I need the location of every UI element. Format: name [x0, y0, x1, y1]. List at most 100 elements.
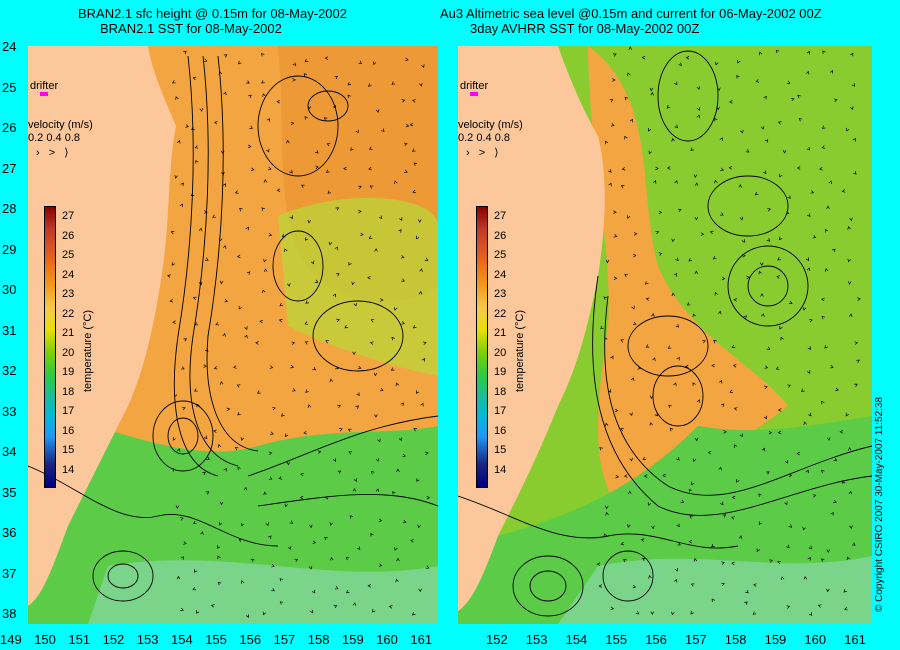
- velocity-arrow: [674, 567, 678, 572]
- velocity-arrow: [192, 76, 197, 81]
- y-axis-label: 37: [2, 565, 17, 581]
- velocity-arrow: [689, 515, 693, 519]
- velocity-arrow: [391, 81, 396, 85]
- velocity-arrow: [348, 451, 352, 455]
- velocity-arrow: [843, 589, 848, 593]
- left-map-panel: [28, 46, 438, 624]
- velocity-arrow: [234, 190, 239, 194]
- velocity-arrow: [677, 208, 682, 212]
- y-axis-label: 30: [2, 282, 17, 297]
- velocity-arrow: [284, 248, 288, 253]
- velocity-arrow: [857, 297, 861, 301]
- velocity-arrow: [276, 188, 281, 192]
- velocity-arrow: [239, 207, 243, 212]
- velocity-arrow: [245, 614, 250, 618]
- velocity-arrow: [847, 226, 851, 230]
- velocity-arrow: [635, 611, 640, 615]
- velocity-arrow: [598, 584, 603, 588]
- velocity-arrow: [817, 604, 822, 608]
- velocity-arrow: [737, 59, 741, 64]
- velocity-arrow: [621, 167, 626, 171]
- velocity-arrow: [803, 575, 808, 580]
- velocity-arrow: [375, 488, 380, 493]
- colorbar-tick: 16: [494, 424, 507, 437]
- y-axis-label: 24: [2, 39, 17, 54]
- velocity-arrow: [249, 125, 254, 129]
- velocity-arrow: [345, 556, 350, 561]
- velocity-arrow: [199, 108, 203, 112]
- velocity-arrow: [733, 298, 737, 302]
- velocity-arrow: [677, 542, 681, 546]
- velocity-arrow: [642, 557, 646, 562]
- left-colorbar-title: temperature (°C): [82, 309, 94, 392]
- velocity-arrow: [405, 57, 409, 62]
- velocity-arrow: [265, 522, 269, 527]
- velocity-arrow: [711, 363, 715, 368]
- velocity-arrow: [651, 525, 655, 530]
- velocity-arrow: [213, 366, 218, 370]
- velocity-arrow: [850, 52, 854, 57]
- velocity-arrow: [402, 453, 407, 458]
- velocity-arrow: [347, 94, 351, 99]
- velocity-arrow: [628, 490, 632, 495]
- velocity-arrow: [641, 55, 646, 60]
- velocity-arrow: [718, 466, 722, 471]
- velocity-arrow: [761, 447, 766, 452]
- velocity-arrow: [250, 167, 255, 171]
- velocity-arrow: [174, 175, 178, 179]
- velocity-arrow: [246, 271, 251, 275]
- velocity-arrow: [674, 180, 678, 184]
- velocity-arrow: [355, 405, 359, 409]
- velocity-arrow: [786, 544, 790, 549]
- velocity-arrow: [198, 227, 203, 232]
- velocity-arrow: [613, 234, 618, 238]
- velocity-arrow: [419, 82, 423, 87]
- x-axis-label-left: 149: [0, 632, 22, 647]
- velocity-arrow: [324, 537, 328, 541]
- velocity-arrow: [304, 341, 309, 345]
- velocity-arrow: [852, 542, 856, 546]
- velocity-arrow: [711, 598, 715, 603]
- velocity-arrow: [767, 208, 771, 212]
- colorbar-tick: 15: [62, 444, 75, 456]
- velocity-arrow: [692, 382, 696, 386]
- velocity-arrow: [604, 336, 608, 341]
- velocity-arrow: [841, 480, 846, 484]
- velocity-arrow: [648, 574, 652, 579]
- velocity-arrow: [609, 99, 614, 103]
- velocity-arrow: [312, 366, 317, 371]
- velocity-arrow: [378, 518, 383, 523]
- velocity-arrow: [195, 159, 199, 164]
- velocity-arrow: [688, 258, 692, 262]
- velocity-arrow: [788, 524, 793, 528]
- velocity-arrow: [788, 473, 793, 478]
- right-velocity-title: velocity (m/s): [458, 119, 523, 131]
- velocity-arrow: [401, 278, 405, 282]
- velocity-arrow: [335, 207, 340, 211]
- velocity-arrow: [642, 456, 647, 460]
- velocity-arrow: [807, 556, 811, 561]
- velocity-arrow: [612, 53, 617, 57]
- velocity-arrow: [835, 387, 840, 392]
- velocity-arrow: [381, 128, 385, 132]
- velocity-arrow: [658, 210, 663, 215]
- velocity-arrow: [763, 170, 767, 175]
- left-land: [28, 46, 176, 606]
- velocity-arrow: [736, 479, 740, 483]
- velocity-arrow: [807, 346, 812, 350]
- velocity-arrow: [712, 256, 717, 260]
- velocity-arrow: [418, 588, 422, 593]
- velocity-arrow: [775, 366, 780, 370]
- velocity-arrow: [848, 447, 852, 451]
- colorbar-tick: 18: [494, 385, 507, 398]
- velocity-arrow: [367, 83, 372, 87]
- velocity-arrow: [315, 165, 319, 169]
- velocity-arrow: [841, 189, 846, 193]
- velocity-arrow: [351, 281, 355, 286]
- velocity-arrow: [629, 457, 633, 462]
- velocity-arrow: [172, 468, 176, 472]
- velocity-arrow: [758, 521, 763, 526]
- y-axis-label: 31: [2, 322, 17, 338]
- velocity-arrow: [600, 325, 604, 330]
- colorbar-tick: 23: [494, 288, 507, 300]
